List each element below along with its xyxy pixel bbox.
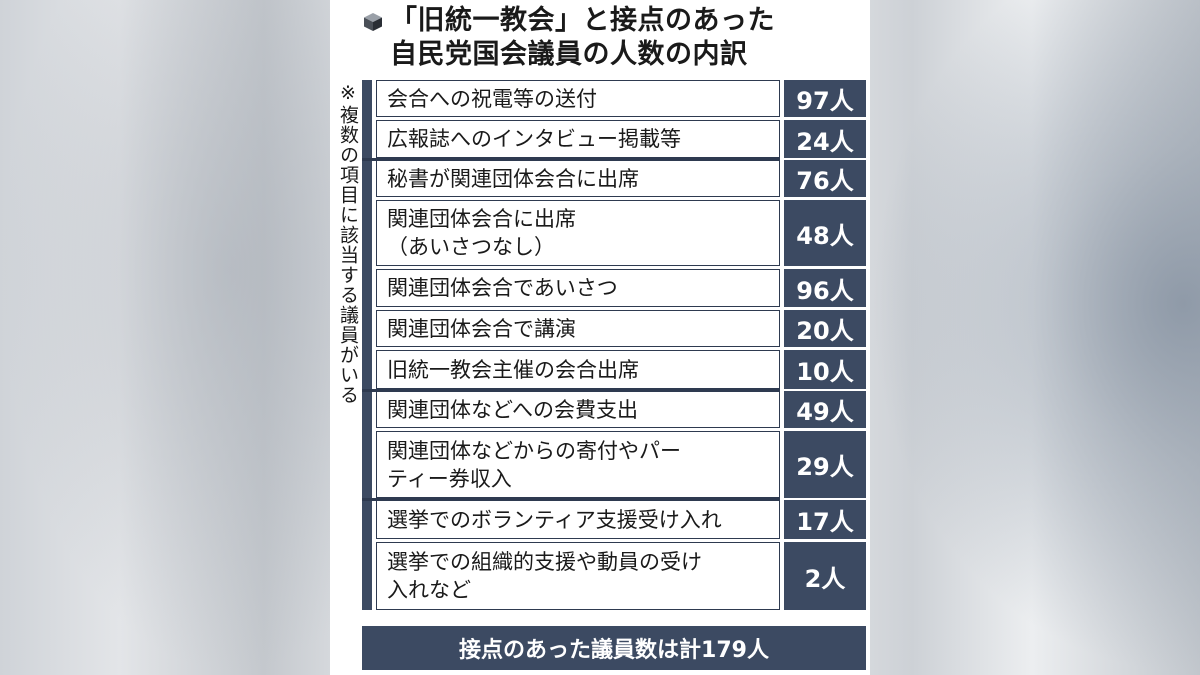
row-label: 関連団体などからの寄付やパー ティー券収入	[376, 431, 780, 498]
row-value: 49人	[784, 391, 866, 428]
row-label: 秘書が関連団体会合に出席	[376, 160, 780, 197]
row-label: 広報誌へのインタビュー掲載等	[376, 120, 780, 158]
total-summary: 接点のあった議員数は計179人	[362, 626, 866, 670]
row-label: 選挙でのボランティア支援受け入れ	[376, 500, 780, 539]
row-value: 76人	[784, 160, 866, 197]
table-row: 関連団体会合で講演 20人	[376, 310, 866, 347]
title-line-1: 「旧統一教会」と接点のあった	[390, 5, 775, 36]
title-line-2: 自民党国会議員の人数の内訳	[390, 39, 748, 70]
row-value: 96人	[784, 269, 866, 307]
row-value: 2人	[784, 542, 866, 610]
row-label: 関連団体会合であいさつ	[376, 269, 780, 307]
row-value: 24人	[784, 120, 866, 158]
table-row: 関連団体などからの寄付やパー ティー券収入 29人	[376, 431, 866, 498]
table-row: 選挙でのボランティア支援受け入れ 17人	[362, 498, 866, 539]
group-separator	[362, 389, 780, 392]
row-label: 選挙での組織的支援や動員の受け 入れなど	[376, 542, 780, 610]
group-bar-1	[362, 80, 372, 158]
row-value: 48人	[784, 200, 866, 266]
background-blur-left	[0, 0, 330, 675]
table-row: 関連団体などへの会費支出 49人	[362, 389, 866, 428]
row-label: 会合への祝電等の送付	[376, 80, 780, 117]
footnote-vertical: ※複数の項目に該当する議員がいる	[337, 82, 359, 405]
chart-title: 「旧統一教会」と接点のあった 自民党国会議員の人数の内訳	[390, 4, 860, 72]
row-value: 20人	[784, 310, 866, 347]
table-row: 選挙での組織的支援や動員の受け 入れなど 2人	[376, 542, 866, 610]
row-value: 17人	[784, 500, 866, 539]
background-blur-right	[870, 0, 1200, 675]
table-row: 広報誌へのインタビュー掲載等 24人	[376, 120, 866, 158]
row-label: 旧統一教会主催の会合出席	[376, 350, 780, 389]
group-separator	[362, 498, 780, 501]
row-value: 10人	[784, 350, 866, 389]
table-row: 秘書が関連団体会合に出席 76人	[362, 158, 866, 197]
cube-icon	[364, 13, 382, 31]
group-bar-3	[362, 391, 372, 498]
table-row: 旧統一教会主催の会合出席 10人	[376, 350, 866, 389]
row-value: 97人	[784, 80, 866, 117]
row-label: 関連団体会合で講演	[376, 310, 780, 347]
table-row: 関連団体会合に出席 （あいさつなし） 48人	[376, 200, 866, 266]
row-label: 関連団体会合に出席 （あいさつなし）	[376, 200, 780, 266]
row-label: 関連団体などへの会費支出	[376, 391, 780, 428]
table-row: 関連団体会合であいさつ 96人	[376, 269, 866, 307]
table-row: 会合への祝電等の送付 97人	[376, 80, 866, 117]
group-bar-4	[362, 500, 372, 610]
group-separator	[362, 158, 780, 161]
group-bar-2	[362, 160, 372, 389]
row-value: 29人	[784, 431, 866, 498]
